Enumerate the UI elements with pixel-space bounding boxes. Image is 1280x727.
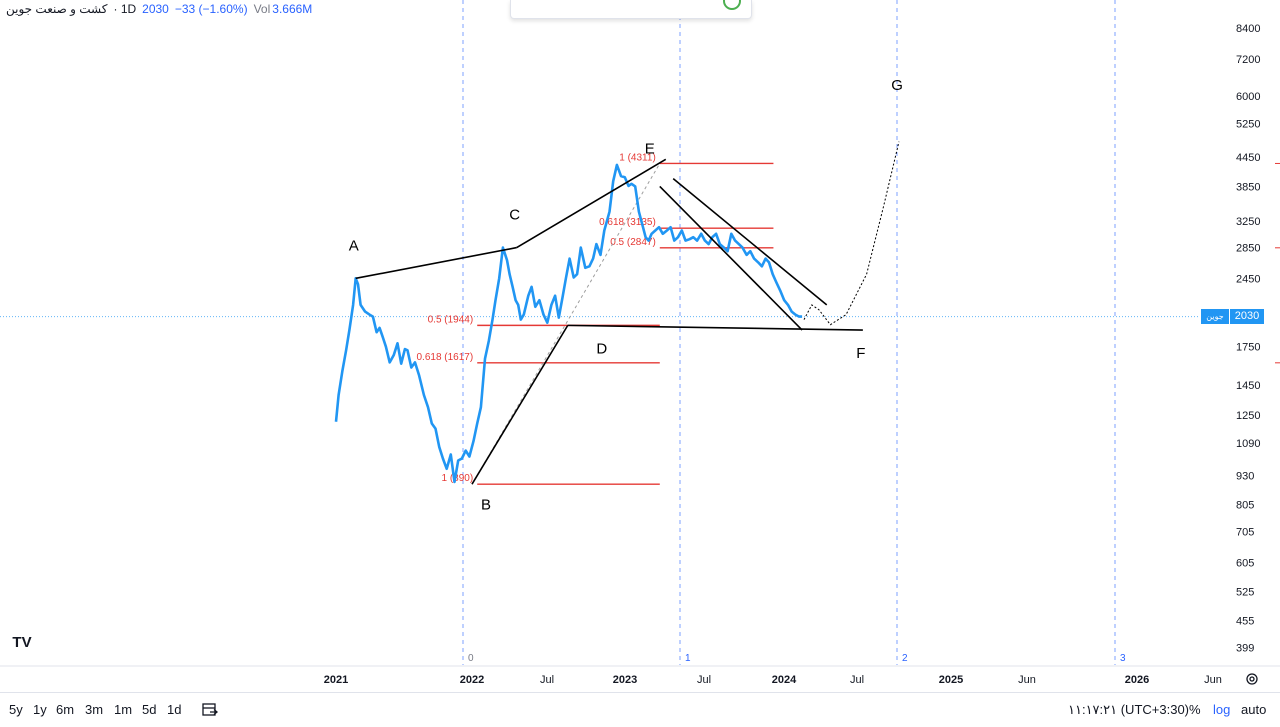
range-3m-button[interactable]: 3m <box>85 702 104 717</box>
settings-gear-icon[interactable] <box>1245 672 1259 686</box>
range-1m-button[interactable]: 1m <box>114 702 133 717</box>
check-circle-icon[interactable] <box>723 0 741 10</box>
range-1y-button[interactable]: 1y <box>33 702 47 717</box>
x-tick-label: 2022 <box>460 674 484 686</box>
tradingview-logo[interactable]: TV <box>8 630 36 654</box>
current-price-badge: 2030 <box>1230 309 1264 324</box>
x-tick-label: Jun <box>1018 674 1036 686</box>
y-tick-label: 2850 <box>1236 243 1260 255</box>
y-tick-label: 1090 <box>1236 438 1260 450</box>
x-tick-label: Jul <box>540 674 554 686</box>
wave-label-a: A <box>349 237 359 254</box>
wave-label-f: F <box>856 345 865 362</box>
price-line <box>334 163 803 484</box>
range-6m-button[interactable]: 6m <box>56 702 75 717</box>
wave-label-b: B <box>481 496 491 513</box>
fib-level-label: 0.5 (1944) <box>428 314 474 325</box>
x-tick-label: 2026 <box>1125 674 1149 686</box>
x-tick-label: 2023 <box>613 674 637 686</box>
y-tick-label: 2450 <box>1236 273 1260 285</box>
y-tick-label: 3250 <box>1236 216 1260 228</box>
y-tick-label: 525 <box>1236 587 1254 599</box>
trend-line <box>471 324 569 485</box>
bottom-toolbar: 5y 1y 6m 3m 1m 5d 1d ۱۱:۱۷:۲۱ (UTC+3:30)… <box>0 692 1280 727</box>
y-tick-label: 930 <box>1236 470 1254 482</box>
y-tick-label: 399 <box>1236 642 1254 654</box>
range-5y-button[interactable]: 5y <box>9 702 23 717</box>
percent-scale-toggle[interactable]: % <box>1189 702 1201 717</box>
trend-line <box>672 178 828 306</box>
y-tick-label: 1750 <box>1236 342 1260 354</box>
x-tick-label: 2021 <box>324 674 348 686</box>
wave-label-d: D <box>596 340 607 357</box>
cycle-label: 2 <box>902 653 908 664</box>
price-change: −33 (−1.60%) <box>174 2 248 16</box>
fib-level-label: 0.618 (1617) <box>416 352 473 363</box>
fib-level-label: 0.618 (3135) <box>599 217 656 228</box>
fib-level-label: 0.5 (2847) <box>610 237 656 248</box>
clock-timezone[interactable]: ۱۱:۱۷:۲۱ (UTC+3:30) <box>1068 702 1189 717</box>
trend-line <box>516 158 667 249</box>
y-tick-label: 705 <box>1236 527 1254 539</box>
volume-label: Vol <box>253 2 271 16</box>
y-tick-label: 6000 <box>1236 91 1260 103</box>
cycle-label: 0 <box>468 653 474 664</box>
symbol-price-badge: جوین <box>1201 309 1229 324</box>
trend-line <box>659 185 803 331</box>
y-tick-label: 605 <box>1236 558 1254 570</box>
y-tick-label: 3850 <box>1236 181 1260 193</box>
volume-value: 3.666M <box>272 2 313 16</box>
wave-label-e: E <box>645 140 655 157</box>
cycle-label: 3 <box>1120 653 1126 664</box>
chart-legend: کشت و صنعت جوین · 1D 2030 −33 (−1.60%) V… <box>6 2 312 16</box>
x-tick-label: 2024 <box>772 674 797 686</box>
toast-popup[interactable] <box>510 0 752 19</box>
projection-path <box>803 141 900 326</box>
y-tick-label: 7200 <box>1236 54 1260 66</box>
cycle-label: 1 <box>685 653 691 664</box>
y-tick-label: 1450 <box>1236 380 1260 392</box>
fib-level-label: 1 (890) <box>442 473 474 484</box>
y-tick-label: 1250 <box>1236 410 1260 422</box>
x-tick-label: 2025 <box>939 674 963 686</box>
wave-label-g: G <box>891 77 903 94</box>
symbol-name[interactable]: کشت و صنعت جوین <box>6 2 108 16</box>
date-range-icon[interactable] <box>201 701 219 719</box>
auto-scale-toggle[interactable]: auto <box>1241 702 1267 717</box>
range-1d-button[interactable]: 1d <box>167 702 182 717</box>
y-tick-label: 455 <box>1236 616 1254 628</box>
x-tick-label: Jul <box>697 674 711 686</box>
wave-label-c: C <box>509 207 520 224</box>
log-scale-toggle[interactable]: log <box>1213 702 1231 717</box>
trend-line <box>355 246 517 280</box>
y-tick-label: 8400 <box>1236 23 1260 35</box>
x-tick-label: Jul <box>850 674 864 686</box>
trend-line <box>567 324 863 331</box>
y-tick-label: 4450 <box>1236 152 1260 164</box>
range-5d-button[interactable]: 5d <box>142 702 157 717</box>
interval-label[interactable]: · 1D <box>113 2 137 16</box>
fib-level-label: 1 (4311) <box>619 152 656 163</box>
y-tick-label: 5250 <box>1236 118 1260 130</box>
last-price: 2030 <box>142 2 169 16</box>
x-tick-label: Jun <box>1204 674 1222 686</box>
y-tick-label: 805 <box>1236 500 1254 512</box>
